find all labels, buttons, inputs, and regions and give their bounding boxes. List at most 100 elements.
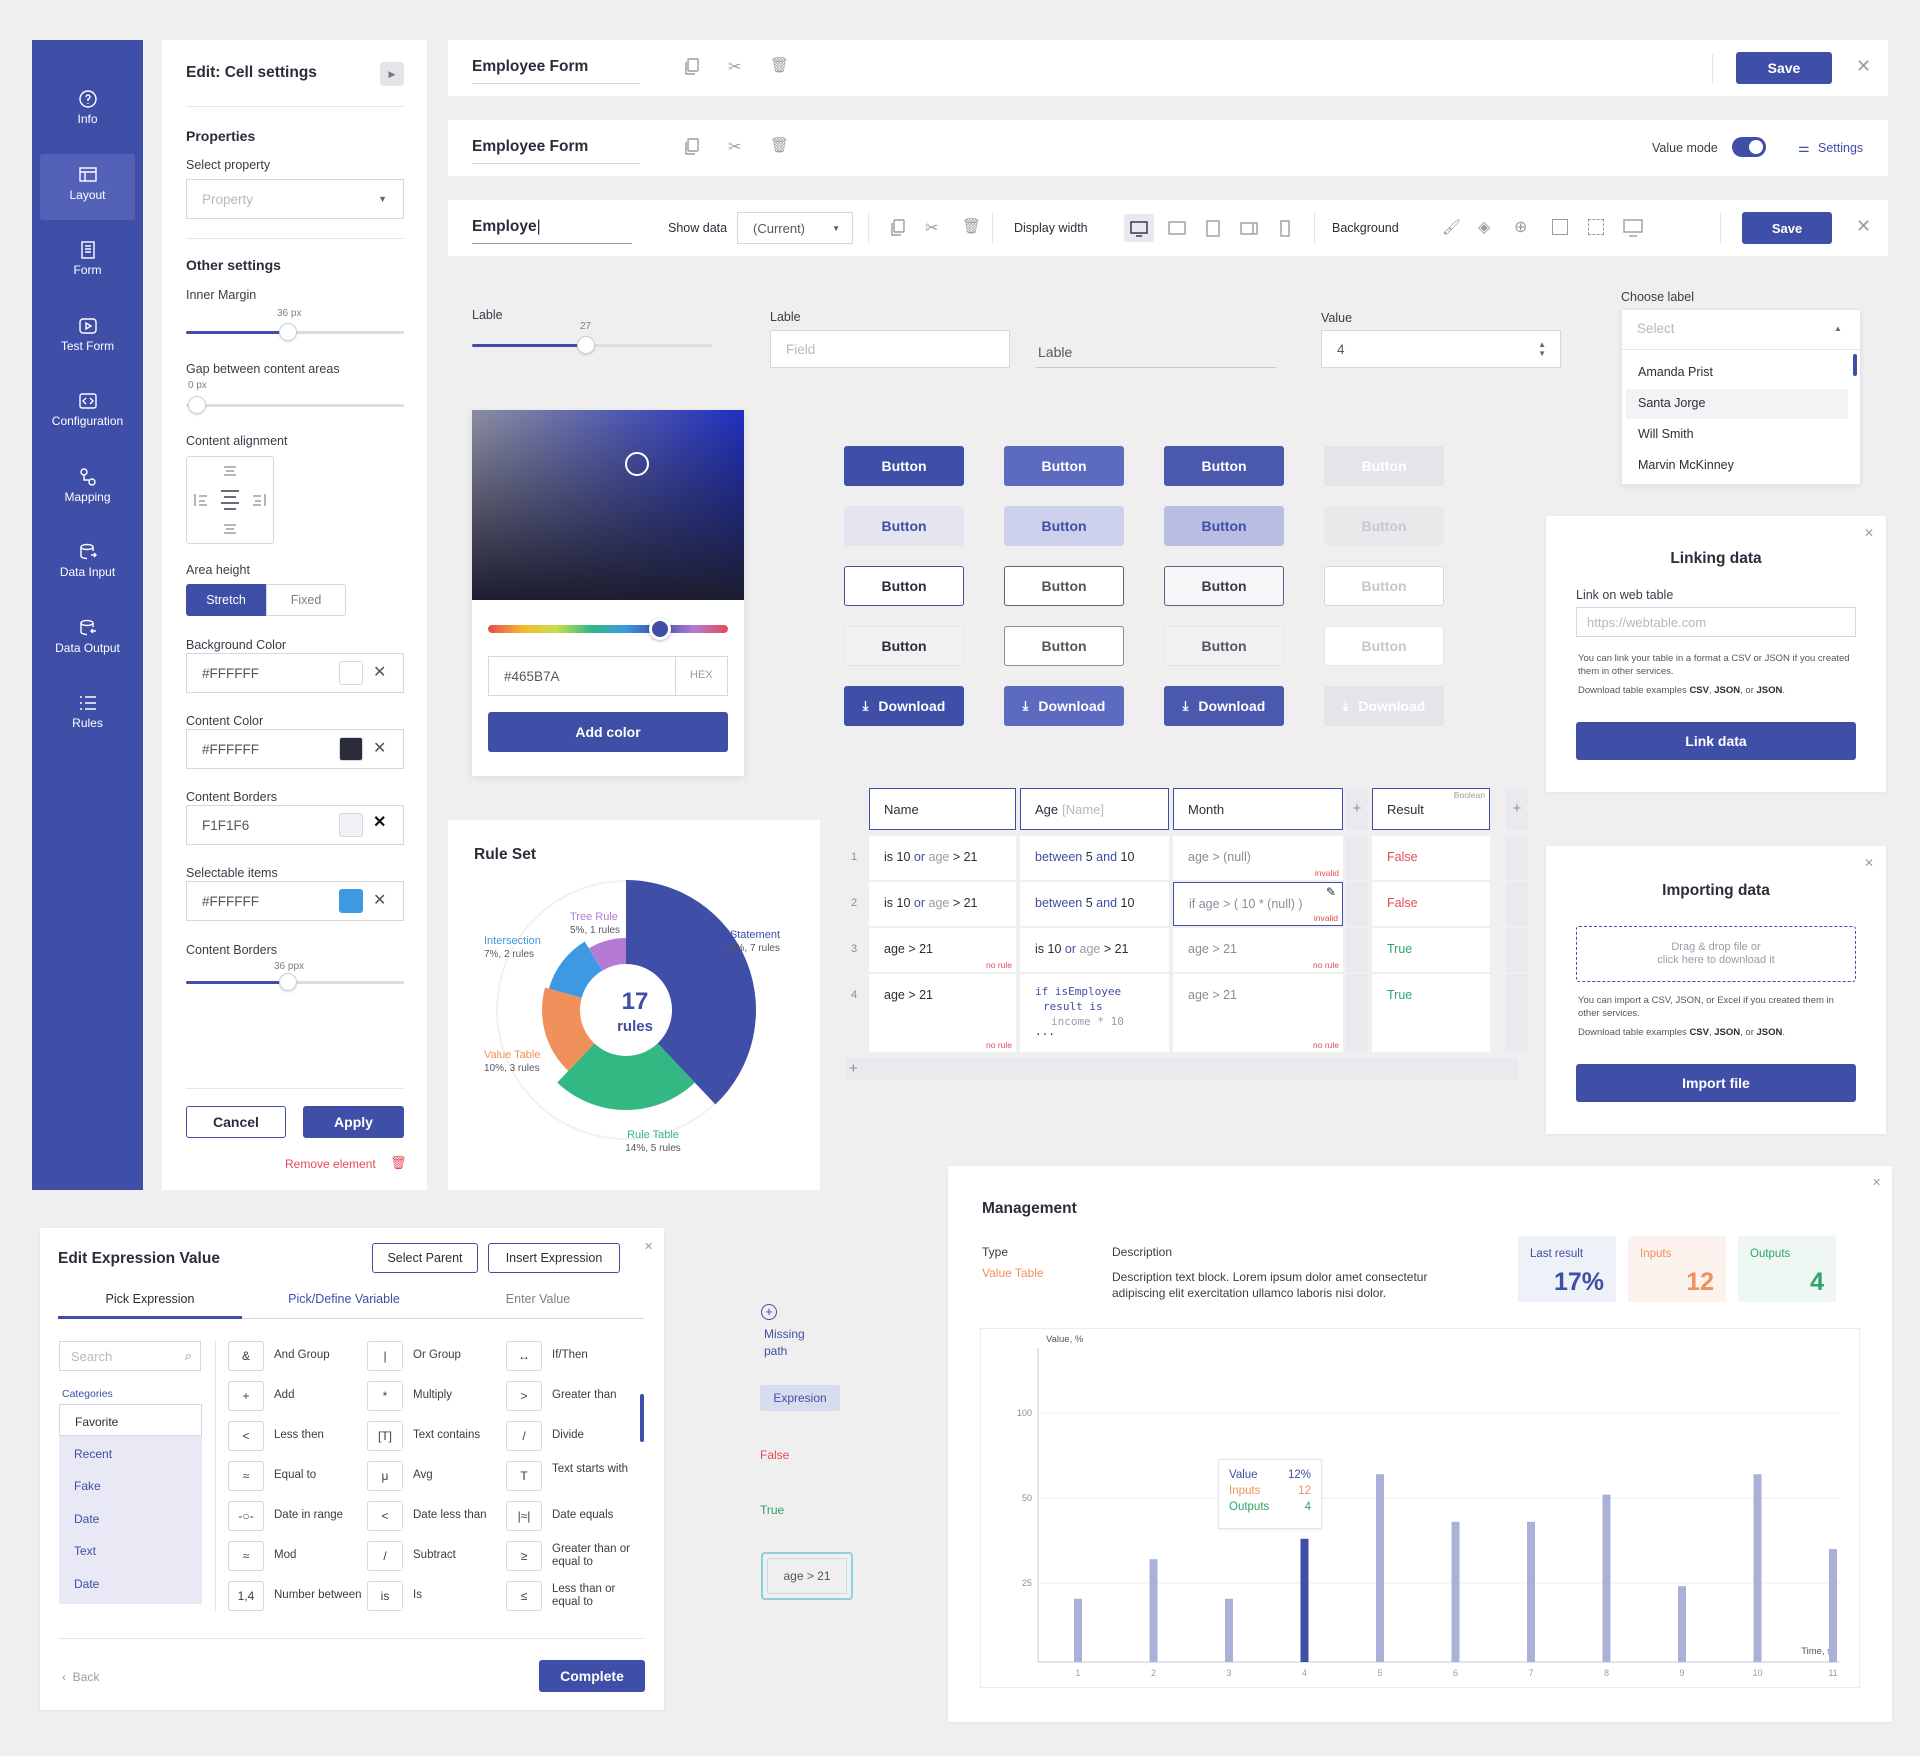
expression-option[interactable]: Greater than or equal to	[552, 1543, 630, 1568]
bg-color-input[interactable]: #FFFFFF	[186, 653, 404, 693]
color-swatch[interactable]	[339, 737, 363, 761]
color-cursor[interactable]	[625, 452, 649, 476]
cell-name[interactable]: is 10 or age > 21	[869, 836, 1016, 880]
expression-option[interactable]: If/Then	[552, 1349, 588, 1361]
add-column-icon[interactable]: +	[1346, 788, 1368, 830]
cut-icon[interactable]: ✂	[925, 220, 939, 237]
dropdown-option[interactable]: Marvin McKinney	[1638, 458, 1734, 472]
selectable-items-input[interactable]: #FFFFFF	[186, 881, 404, 921]
chevron-up-icon[interactable]: ▲	[1834, 324, 1842, 333]
cut-icon[interactable]: ✂	[728, 59, 742, 76]
button[interactable]: Button	[1164, 626, 1284, 666]
sidebar-item-layout[interactable]: Layout	[40, 153, 135, 220]
fixed-toggle[interactable]: Fixed	[266, 584, 346, 616]
link-data-button[interactable]: Link data	[1576, 722, 1856, 760]
cell-age[interactable]: if isEmployee result is income * 10...	[1020, 974, 1169, 1052]
expression-symbol-icon[interactable]: *	[367, 1381, 403, 1411]
category-fake[interactable]: Fake	[74, 1479, 101, 1493]
bar[interactable]	[1753, 1474, 1762, 1662]
hex-input[interactable]: #465B7A	[488, 656, 728, 696]
cut-icon[interactable]: ✂	[728, 139, 742, 156]
stretch-toggle[interactable]: Stretch	[186, 584, 266, 616]
trash-icon[interactable]: 🗑︎	[962, 218, 982, 235]
cell-age[interactable]: is 10 or age > 21	[1020, 928, 1169, 972]
expression-option[interactable]: Equal to	[274, 1469, 317, 1481]
button[interactable]: Button	[1004, 626, 1124, 666]
bar[interactable]	[1451, 1521, 1460, 1662]
expression-symbol-icon[interactable]: is	[367, 1581, 403, 1611]
field-input[interactable]: Field	[770, 330, 1010, 368]
tab-enter-value[interactable]: Enter Value	[505, 1292, 571, 1306]
sidebar-item-form[interactable]: Form	[40, 229, 135, 295]
button[interactable]: Button	[1004, 446, 1124, 486]
button[interactable]: Button	[844, 506, 964, 546]
bar[interactable]	[1678, 1586, 1686, 1662]
bar[interactable]	[1300, 1538, 1309, 1662]
select-parent-button[interactable]: Select Parent	[372, 1243, 478, 1273]
close-icon[interactable]: ✕	[1856, 56, 1872, 76]
bar[interactable]	[1376, 1474, 1384, 1662]
button[interactable]: Button	[1324, 566, 1444, 606]
json-link[interactable]: JSON	[1756, 685, 1783, 696]
drop-zone[interactable]: Drag & drop file or click here to downloa…	[1576, 926, 1856, 982]
sidebar-item-mapping[interactable]: Mapping	[40, 456, 135, 522]
button[interactable]: Button	[844, 566, 964, 606]
csv-link[interactable]: CSV	[1689, 685, 1709, 696]
expression-symbol-icon[interactable]: /	[506, 1421, 542, 1451]
add-node-icon[interactable]: +	[761, 1304, 777, 1320]
false-node[interactable]: False	[760, 1448, 790, 1462]
clear-icon[interactable]: ✕	[373, 814, 387, 831]
button[interactable]: Button	[1324, 506, 1444, 546]
slice-tree-rule[interactable]	[588, 938, 626, 971]
close-icon[interactable]: ✕	[644, 1241, 654, 1253]
copy-icon[interactable]	[684, 138, 700, 156]
scrollbar[interactable]	[1853, 354, 1857, 376]
expression-symbol-icon[interactable]: <	[228, 1421, 264, 1451]
sidebar-item-info[interactable]: Info	[40, 78, 135, 144]
button[interactable]: Button	[844, 446, 964, 486]
slice-value-table[interactable]	[542, 987, 595, 1071]
tab-pick-define-variable[interactable]: Pick/Define Variable	[288, 1292, 400, 1306]
expression-option[interactable]: Text starts with	[552, 1463, 629, 1475]
dropdown-option[interactable]: Will Smith	[1638, 427, 1694, 441]
sidebar-item-configuration[interactable]: Configuration	[40, 380, 135, 446]
sidebar-item-rules[interactable]: Rules	[40, 682, 135, 748]
json-link[interactable]: JSON	[1714, 1027, 1741, 1038]
download-button[interactable]: ⤓ Download	[1004, 686, 1124, 726]
hue-slider[interactable]	[488, 625, 728, 633]
column-header-result[interactable]: Result Boolean	[1372, 788, 1490, 830]
download-button[interactable]: ⤓ Download	[1164, 686, 1284, 726]
form-title-input[interactable]: Employe|	[472, 218, 541, 235]
clear-icon[interactable]: ✕	[373, 892, 387, 909]
expression-symbol-icon[interactable]: -○-	[228, 1501, 264, 1531]
expression-symbol-icon[interactable]: [T]	[367, 1421, 403, 1451]
globe-icon[interactable]: ⊕	[1514, 219, 1528, 236]
expression-node[interactable]: Expresion	[760, 1385, 840, 1411]
download-button[interactable]: ⤓ Download	[1324, 686, 1444, 726]
category-date[interactable]: Date	[74, 1511, 100, 1526]
cancel-button[interactable]: Cancel	[186, 1106, 286, 1138]
slice-rule-table[interactable]	[557, 1043, 695, 1110]
search-input[interactable]: Search ⌕	[59, 1341, 201, 1371]
expression-symbol-icon[interactable]: μ	[367, 1461, 403, 1491]
expression-option[interactable]: Multiply	[413, 1389, 452, 1401]
expression-option[interactable]: Is	[413, 1589, 422, 1601]
cell-month[interactable]: age > 21 no rule	[1173, 974, 1343, 1052]
bar[interactable]	[1602, 1494, 1611, 1662]
csv-link[interactable]: CSV	[1689, 1027, 1709, 1038]
close-icon[interactable]: ✕	[1864, 526, 1875, 540]
link-url-input[interactable]: https://webtable.com	[1576, 607, 1856, 637]
dropdown-option[interactable]: Amanda Prist	[1638, 365, 1714, 379]
expression-symbol-icon[interactable]: ≤	[506, 1581, 542, 1611]
add-row-bar[interactable]: +	[846, 1058, 1518, 1080]
cell-result[interactable]: True	[1372, 928, 1490, 972]
category-date[interactable]: Date	[74, 1576, 100, 1591]
bar[interactable]	[1074, 1598, 1082, 1662]
slice-intersection[interactable]	[548, 941, 603, 998]
expression-option[interactable]: Date equals	[552, 1509, 614, 1521]
trash-icon[interactable]: 🗑︎	[770, 57, 790, 74]
bar[interactable]	[1829, 1549, 1837, 1662]
expression-option[interactable]: Date less than	[413, 1509, 487, 1521]
cell-month[interactable]: age > (null) invalid	[1173, 836, 1343, 880]
expression-symbol-icon[interactable]: ≥	[506, 1541, 542, 1571]
